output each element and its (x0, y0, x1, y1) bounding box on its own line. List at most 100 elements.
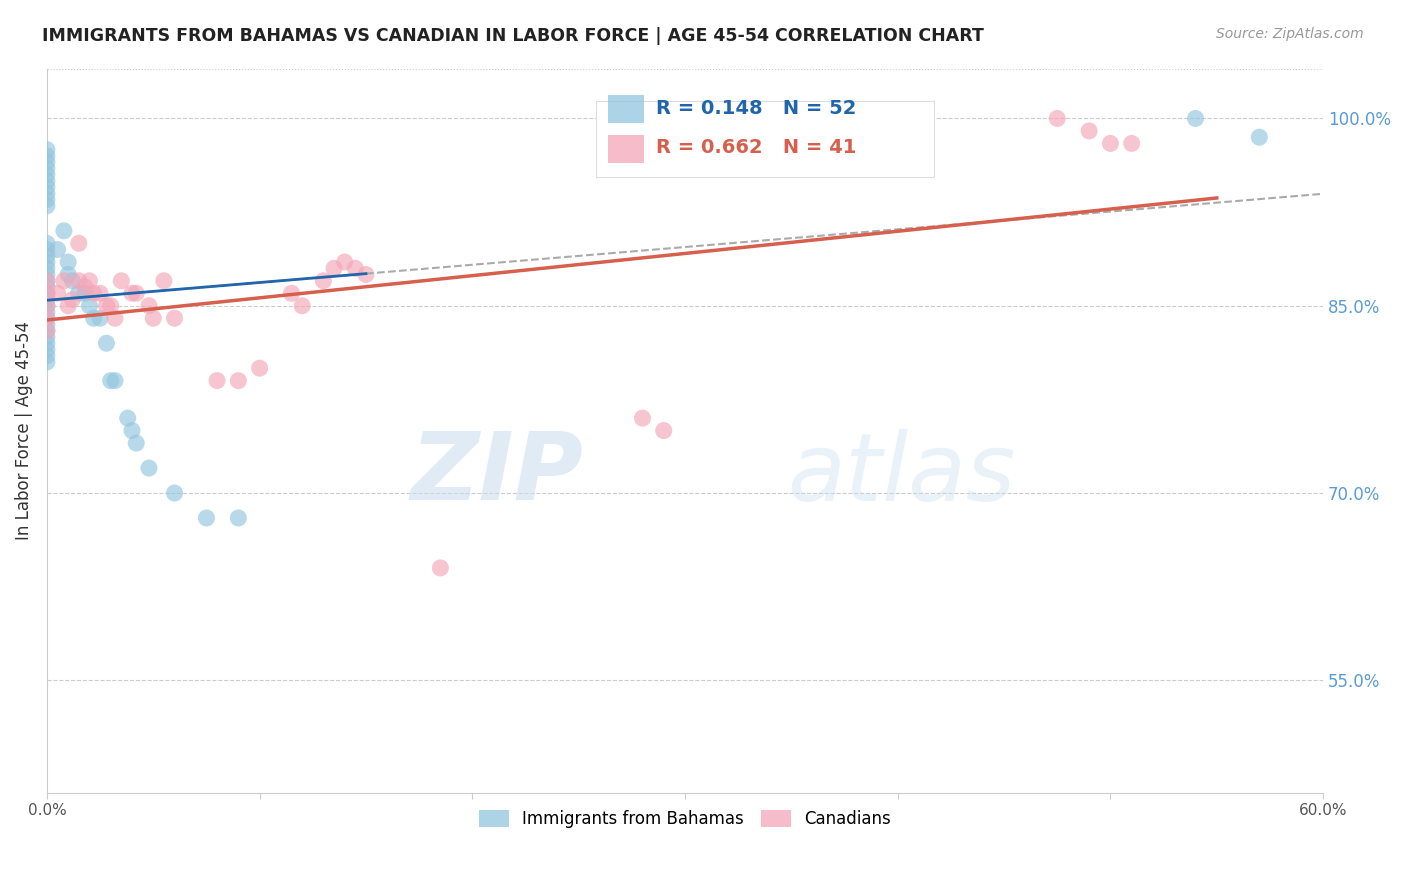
Point (35, 161, 58, 176)
Text: atlas: atlas (787, 428, 1015, 519)
Point (35, 293, 58, 307)
Point (35, 324, 58, 338)
Point (429, 561, 451, 575)
Point (35, 299, 58, 313)
Point (35, 143, 58, 157)
Point (1249, 130, 1271, 145)
Point (62, 293, 84, 307)
Point (138, 461, 160, 475)
Point (228, 511, 250, 525)
Point (35, 324, 58, 338)
Point (228, 374, 250, 388)
Legend: Immigrants from Bahamas, Canadians: Immigrants from Bahamas, Canadians (472, 804, 897, 835)
Point (121, 424, 143, 438)
Point (631, 411, 654, 425)
Bar (609, 95, 644, 123)
Point (35, 261, 58, 276)
Point (1078, 124, 1101, 138)
Point (35, 255, 58, 269)
Point (1121, 136, 1143, 151)
Point (35, 311, 58, 326)
Point (153, 274, 176, 288)
Point (205, 374, 228, 388)
Point (96, 299, 118, 313)
Point (35, 174, 58, 188)
Point (56, 268, 79, 282)
Point (35, 311, 58, 326)
Point (344, 261, 367, 276)
Point (35, 343, 58, 357)
Bar (609, 136, 644, 162)
Y-axis label: In Labor Force | Age 45-54: In Labor Force | Age 45-54 (15, 321, 32, 540)
Point (83, 286, 105, 301)
Point (46, 243, 69, 257)
Point (110, 274, 132, 288)
Point (195, 511, 218, 525)
Point (67, 274, 90, 288)
Point (652, 424, 675, 438)
Point (35, 274, 58, 288)
Point (142, 311, 165, 326)
Point (96, 336, 118, 351)
Point (323, 261, 346, 276)
Point (104, 311, 127, 326)
Point (163, 486, 186, 500)
Point (121, 286, 143, 301)
Point (83, 311, 105, 326)
Point (35, 299, 58, 313)
Point (89, 311, 111, 326)
Point (75, 280, 97, 294)
Point (138, 299, 160, 313)
Point (62, 274, 84, 288)
Point (35, 280, 58, 294)
Point (100, 299, 122, 313)
Point (312, 274, 335, 288)
Point (35, 355, 58, 369)
Point (125, 286, 148, 301)
Point (35, 330, 58, 344)
Point (117, 411, 139, 425)
Point (35, 243, 58, 257)
Point (35, 268, 58, 282)
Point (104, 374, 127, 388)
Point (354, 268, 377, 282)
Point (35, 193, 58, 207)
Point (35, 349, 58, 363)
Point (56, 299, 79, 313)
Point (67, 236, 90, 251)
Point (79, 299, 101, 313)
Point (35, 236, 58, 251)
Point (35, 305, 58, 319)
Text: ZIP: ZIP (411, 428, 583, 520)
Point (46, 286, 69, 301)
Point (35, 199, 58, 213)
Point (280, 286, 302, 301)
Text: R = 0.148   N = 52: R = 0.148 N = 52 (655, 99, 856, 118)
Point (35, 318, 58, 332)
Point (79, 274, 101, 288)
Point (333, 255, 356, 269)
Point (100, 374, 122, 388)
Point (35, 180, 58, 194)
Point (35, 168, 58, 182)
Point (291, 299, 314, 313)
Text: IMMIGRANTS FROM BAHAMAS VS CANADIAN IN LABOR FORCE | AGE 45-54 CORRELATION CHART: IMMIGRANTS FROM BAHAMAS VS CANADIAN IN L… (42, 27, 984, 45)
Text: R = 0.662   N = 41: R = 0.662 N = 41 (655, 138, 856, 157)
Point (56, 255, 79, 269)
Point (163, 311, 186, 326)
Point (35, 149, 58, 163)
Text: Source: ZipAtlas.com: Source: ZipAtlas.com (1216, 27, 1364, 41)
Point (35, 155, 58, 169)
Point (75, 286, 97, 301)
Point (89, 286, 111, 301)
Point (52, 274, 75, 288)
Point (67, 286, 90, 301)
Point (1184, 112, 1206, 126)
Point (35, 249, 58, 263)
Point (35, 186, 58, 201)
FancyBboxPatch shape (596, 101, 934, 178)
Point (35, 286, 58, 301)
Point (1046, 112, 1069, 126)
Point (35, 274, 58, 288)
Point (125, 436, 148, 450)
